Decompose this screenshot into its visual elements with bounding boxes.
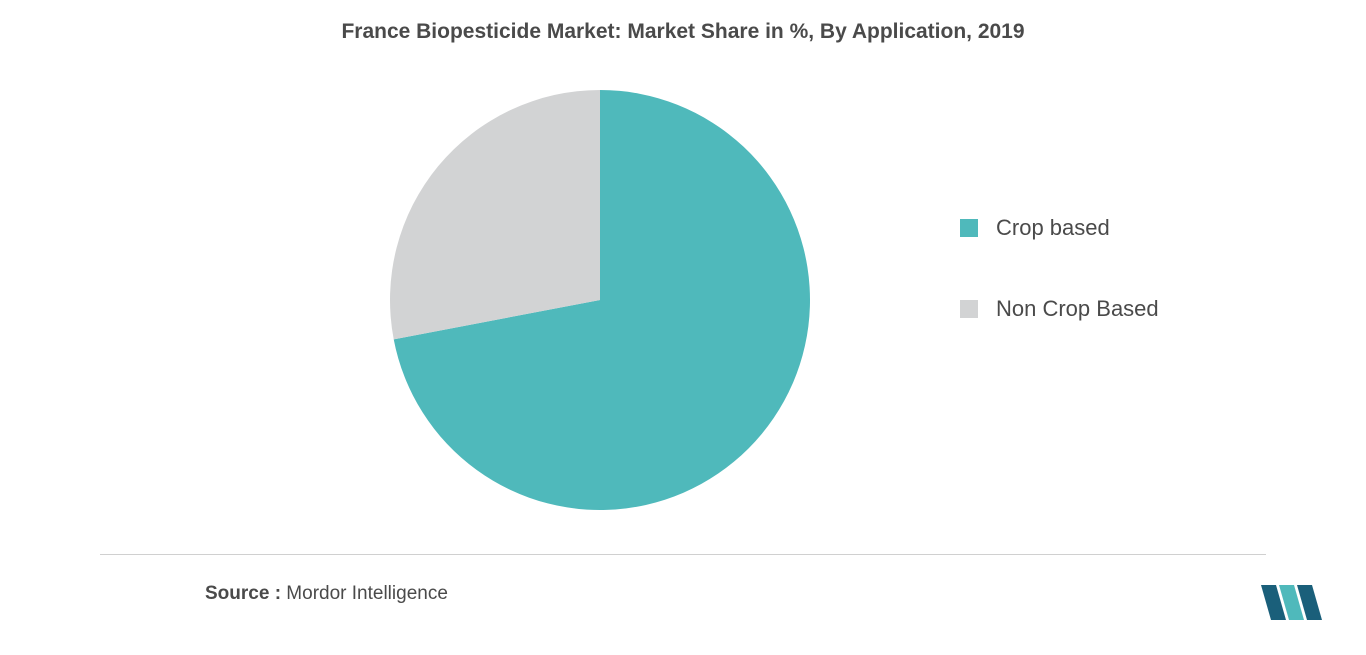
source-label: Source : xyxy=(205,583,281,604)
logo-icon xyxy=(1261,585,1326,620)
legend: Crop based Non Crop Based xyxy=(960,215,1260,377)
legend-item-0: Crop based xyxy=(960,215,1260,241)
legend-label-0: Crop based xyxy=(996,215,1110,241)
legend-item-1: Non Crop Based xyxy=(960,296,1260,322)
legend-swatch-0 xyxy=(960,219,978,237)
pie-chart xyxy=(380,80,820,520)
source-value: Mordor Intelligence xyxy=(281,583,448,604)
brand-logo xyxy=(1261,585,1326,625)
source-line: Source : Mordor Intelligence xyxy=(205,583,448,605)
legend-label-1: Non Crop Based xyxy=(996,296,1159,322)
pie-svg xyxy=(380,80,820,520)
legend-swatch-1 xyxy=(960,300,978,318)
chart-title: France Biopesticide Market: Market Share… xyxy=(0,20,1366,44)
divider xyxy=(100,554,1266,555)
pie-slice-1 xyxy=(390,90,600,339)
